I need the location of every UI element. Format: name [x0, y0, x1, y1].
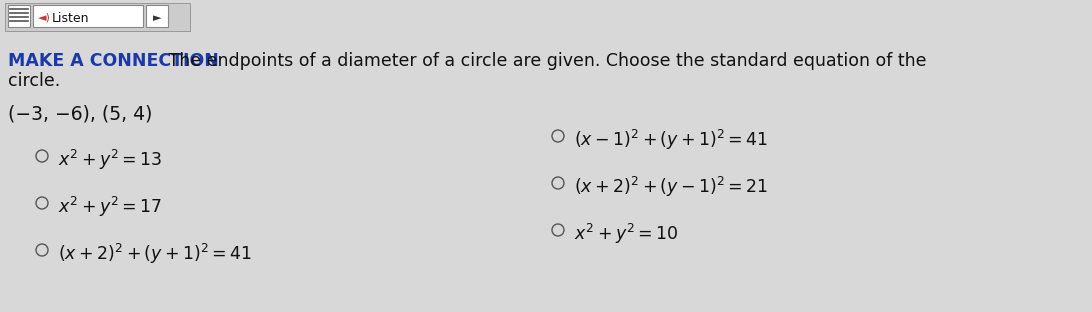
Text: Listen: Listen: [52, 12, 90, 25]
Text: $x^2 + y^2 = 13$: $x^2 + y^2 = 13$: [58, 148, 163, 172]
Text: $(x + 2)^2 + (y + 1)^2 = 41$: $(x + 2)^2 + (y + 1)^2 = 41$: [58, 242, 252, 266]
Text: $(x + 2)^2 + (y - 1)^2 = 21$: $(x + 2)^2 + (y - 1)^2 = 21$: [574, 175, 769, 199]
Text: $(x - 1)^2 + (y + 1)^2 = 41$: $(x - 1)^2 + (y + 1)^2 = 41$: [574, 128, 769, 152]
Text: circle.: circle.: [8, 72, 60, 90]
Text: $x^2 + y^2 = 10$: $x^2 + y^2 = 10$: [574, 222, 679, 246]
Text: (−3, −6), (5, 4): (−3, −6), (5, 4): [8, 105, 153, 124]
Text: ◄): ◄): [38, 13, 51, 23]
FancyBboxPatch shape: [146, 5, 168, 27]
Text: $x^2 + y^2 = 17$: $x^2 + y^2 = 17$: [58, 195, 163, 219]
FancyBboxPatch shape: [5, 3, 190, 31]
Text: The endpoints of a diameter of a circle are given. Choose the standard equation : The endpoints of a diameter of a circle …: [163, 52, 926, 70]
Text: MAKE A CONNECTION: MAKE A CONNECTION: [8, 52, 218, 70]
Text: ►: ►: [153, 13, 162, 23]
FancyBboxPatch shape: [33, 5, 143, 27]
FancyBboxPatch shape: [8, 5, 29, 27]
